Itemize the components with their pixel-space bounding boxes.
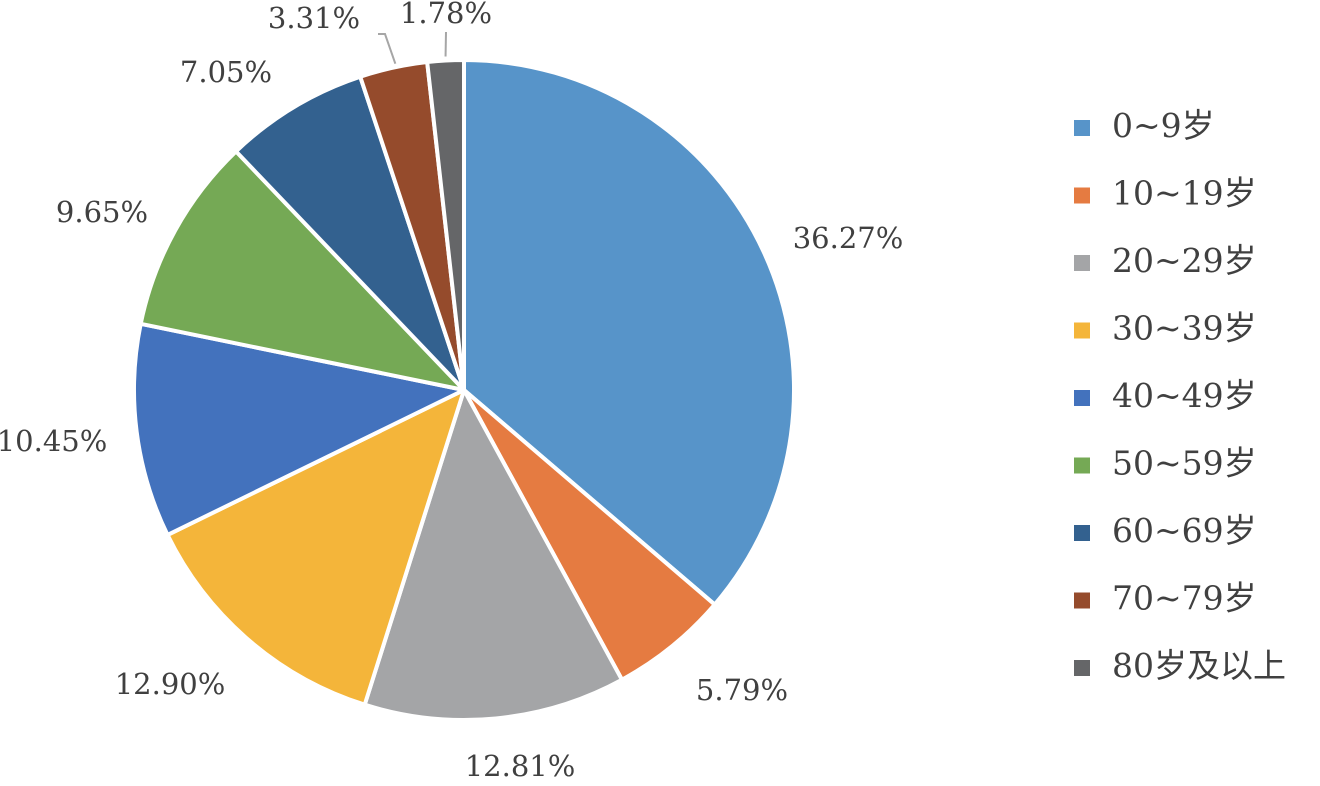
legend-swatch-7 [1074, 593, 1090, 609]
legend-item-8: 80岁及以上 [1074, 646, 1286, 685]
data-label-1: 5.79% [696, 673, 788, 707]
legend-item-2: 20~29岁 [1074, 241, 1257, 280]
legend-label-6: 60~69岁 [1112, 511, 1257, 550]
legend-label-7: 70~79岁 [1112, 579, 1257, 618]
legend-item-1: 10~19岁 [1074, 174, 1257, 213]
legend-item-0: 0~9岁 [1074, 106, 1215, 145]
legend-label-5: 50~59岁 [1112, 444, 1257, 483]
data-label-3: 12.90% [115, 667, 226, 701]
legend-swatch-5 [1074, 458, 1090, 474]
legend-item-7: 70~79岁 [1074, 579, 1257, 618]
legend-label-1: 10~19岁 [1112, 174, 1257, 213]
legend-item-6: 60~69岁 [1074, 511, 1257, 550]
legend-label-4: 40~49岁 [1112, 376, 1257, 415]
legend-swatch-4 [1074, 390, 1090, 406]
legend-item-3: 30~39岁 [1074, 309, 1257, 348]
legend-label-0: 0~9岁 [1112, 106, 1215, 145]
legend-swatch-8 [1074, 660, 1090, 676]
data-label-8: 1.78% [400, 0, 492, 30]
legend-item-5: 50~59岁 [1074, 444, 1257, 483]
legend-item-4: 40~49岁 [1074, 376, 1257, 415]
data-label-6: 7.05% [180, 55, 272, 89]
legend-swatch-2 [1074, 255, 1090, 271]
leader-line-7 [378, 34, 395, 64]
data-label-0: 36.27% [793, 221, 904, 255]
legend-swatch-0 [1074, 120, 1090, 136]
data-label-4: 10.45% [0, 424, 107, 458]
legend-swatch-3 [1074, 323, 1090, 339]
legend-label-2: 20~29岁 [1112, 241, 1257, 280]
data-label-7: 3.31% [268, 1, 360, 35]
data-label-2: 12.81% [465, 749, 576, 782]
legend-label-8: 80岁及以上 [1112, 646, 1286, 685]
legend-swatch-6 [1074, 525, 1090, 541]
legend-swatch-1 [1074, 188, 1090, 204]
legend: 0~9岁 10~19岁 20~29岁 30~39岁 40~49岁 50~59岁 60~69岁… [1074, 106, 1286, 685]
pie-slices [134, 60, 794, 720]
leader-lines [378, 32, 446, 64]
legend-label-3: 30~39岁 [1112, 309, 1257, 348]
data-label-5: 9.65% [56, 195, 148, 229]
